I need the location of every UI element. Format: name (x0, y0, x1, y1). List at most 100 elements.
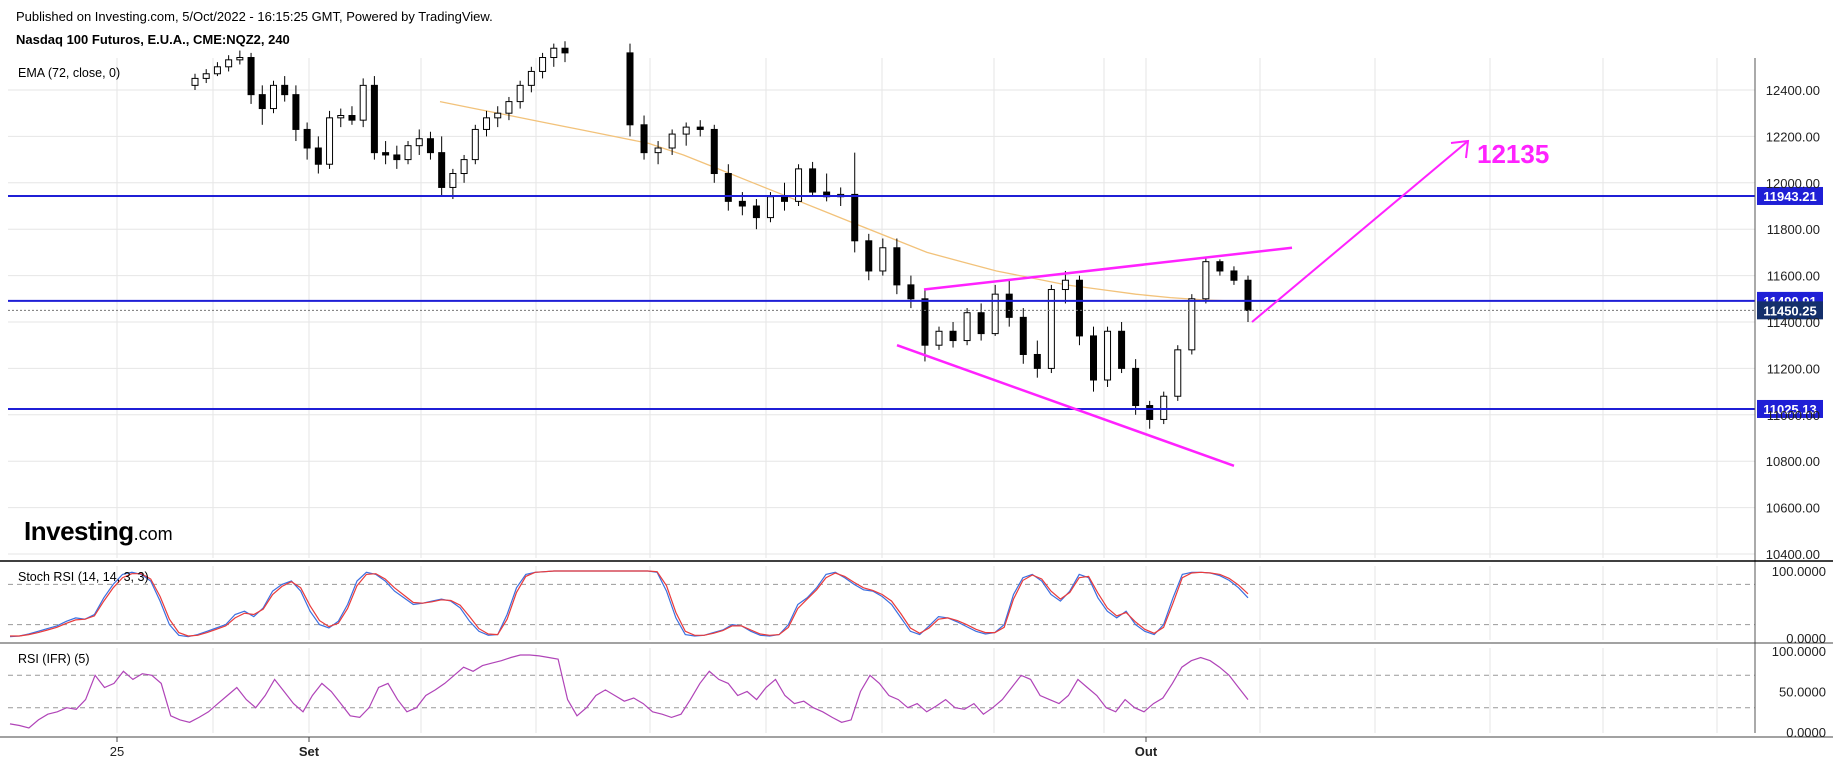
target-label: 12135 (1477, 139, 1549, 169)
candle-body (483, 117, 491, 130)
rsi-pane (8, 654, 1755, 729)
candle-body (213, 66, 221, 75)
candle-body (348, 115, 356, 121)
candle-body (1146, 405, 1154, 420)
ema-line (439, 100, 1241, 302)
candle-body (752, 205, 760, 219)
price-tick-label: 10400.00 (1766, 547, 1820, 562)
candle-body (1230, 270, 1238, 281)
candle-body (404, 145, 412, 161)
candle-body (516, 84, 524, 103)
stoch-tick-label: 0.0000 (1786, 631, 1826, 646)
stoch-rsi-legend: Stoch RSI (14, 14, 3, 3) (18, 570, 149, 584)
candle-body (1174, 349, 1182, 397)
price-tick-label: 10600.00 (1766, 501, 1820, 516)
candle-body (907, 284, 915, 300)
candle-body (202, 73, 210, 79)
candle-body (247, 57, 255, 96)
level-label-bg (1757, 186, 1823, 205)
candle-body (1090, 335, 1097, 381)
candle-body (449, 173, 457, 188)
candle-body (236, 57, 244, 61)
candle-body (225, 59, 233, 68)
axes (0, 58, 1833, 742)
time-axis-label: Out (1135, 744, 1158, 759)
candle-body (359, 84, 367, 121)
price-tick-label: 11000.00 (1767, 408, 1820, 423)
price-tick-label: 11200.00 (1767, 361, 1820, 376)
candle-body (626, 52, 634, 126)
stoch-d-line (10, 570, 1249, 637)
candle-body (426, 138, 434, 154)
candle-body (921, 298, 929, 346)
candle-body (949, 330, 957, 342)
candle-body (935, 330, 943, 346)
candle-body (1202, 261, 1210, 300)
candle-body (382, 152, 390, 156)
candle-body (561, 47, 569, 54)
rsi-legend: RSI (IFR) (5) (18, 652, 90, 666)
candle-body (963, 312, 971, 342)
candles (191, 41, 1252, 429)
level-label: 11025.13 (1763, 402, 1817, 417)
candle-body (1047, 289, 1055, 369)
rsi-tick-label: 100.0000 (1772, 644, 1826, 659)
candle-body (1104, 330, 1112, 381)
candle-body (1188, 298, 1196, 351)
price-tick-label: 12200.00 (1766, 129, 1820, 144)
candle-body (539, 57, 547, 72)
time-axis-label: 25 (110, 744, 124, 759)
candle-body (281, 84, 289, 96)
time-axis-label: Set (299, 744, 320, 759)
candle-body (527, 70, 535, 86)
candle-body (1019, 316, 1027, 355)
trend-annotations: 12135 (896, 139, 1549, 468)
candle-body (471, 128, 479, 161)
published-info: Published on Investing.com, 5/Oct/2022 -… (16, 9, 493, 24)
candle-body (314, 147, 322, 165)
stoch-k-line (9, 570, 1249, 638)
level-label: 11943.21 (1763, 189, 1817, 204)
candle-body (494, 112, 502, 119)
candle-body (781, 196, 788, 202)
candle-body (393, 154, 401, 161)
candle-body (303, 128, 311, 149)
candle-body (415, 138, 423, 147)
candle-body (292, 94, 300, 130)
candle-body (1005, 293, 1013, 318)
support-trendline (896, 344, 1235, 468)
price-tick-label: 12400.00 (1766, 83, 1820, 98)
candle-body (682, 126, 690, 135)
candle-body (370, 84, 378, 154)
ema-line (439, 100, 1241, 302)
rsi-line (9, 654, 1249, 729)
target-arrow (1251, 140, 1469, 323)
ema-legend: EMA (72, close, 0) (18, 66, 121, 80)
axis-labels: 12400.00 12200.00 12000.00 11800.00 11600.00… (110, 83, 1826, 759)
candle-body (1061, 279, 1069, 291)
candle-body (766, 196, 774, 219)
target-arrow-head (1450, 139, 1470, 159)
last-price-label-bg (1757, 301, 1823, 320)
instrument-title: Nasdaq 100 Futuros, E.U.A., CME:NQZ2, 24… (16, 32, 290, 47)
level-label-bg (1757, 399, 1823, 418)
investing-logo: Investing.com (24, 516, 173, 546)
price-tick-label: 11800.00 (1767, 222, 1820, 237)
rsi-tick-label: 0.0000 (1786, 725, 1826, 740)
candle-body (851, 193, 859, 242)
price-tick-label: 11400.00 (1767, 315, 1820, 330)
resistance-trendline (923, 246, 1293, 291)
candle-body (1132, 367, 1140, 407)
last-price-label: 11450.25 (1763, 303, 1817, 318)
candle-body (269, 84, 277, 110)
candle-body (258, 94, 266, 110)
candle-body (1244, 279, 1252, 311)
candle-body (991, 293, 999, 335)
candle-body (1216, 261, 1224, 272)
stoch-rsi-pane (8, 570, 1755, 638)
candle-body (460, 159, 468, 175)
price-tick-label: 11600.00 (1767, 269, 1820, 284)
candle-body (977, 312, 985, 335)
candle-body (505, 101, 513, 114)
